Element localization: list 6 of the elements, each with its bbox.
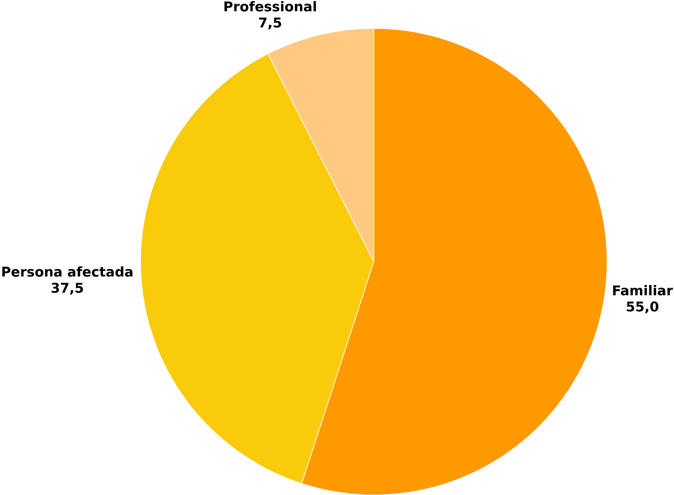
data-label: 55,0: [626, 301, 658, 314]
slice-label: Professional: [224, 0, 316, 12]
data-label: 37,5: [52, 282, 83, 294]
slice-label: Familiar: [613, 284, 673, 296]
data-label: 7,5: [259, 18, 282, 30]
slice-label: Persona afectada: [2, 266, 132, 277]
